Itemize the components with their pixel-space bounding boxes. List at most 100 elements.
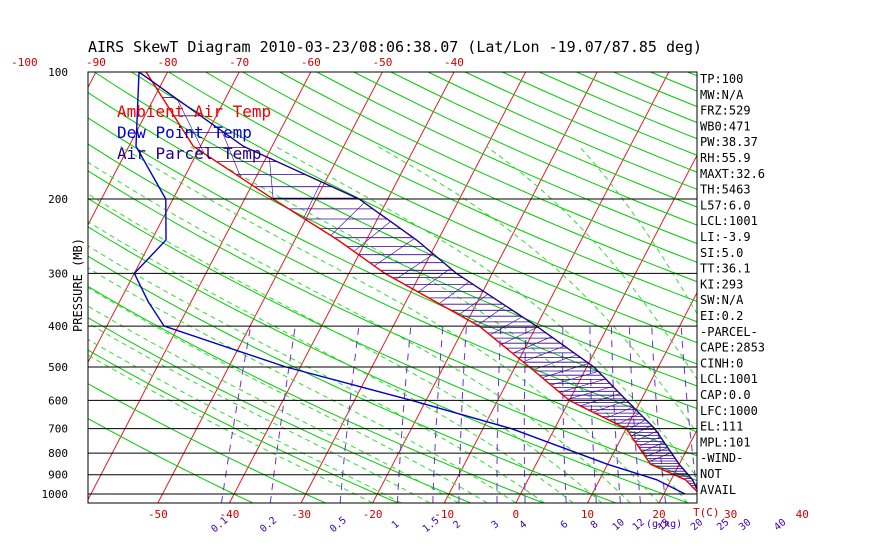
pressure-tick-label: 200 bbox=[48, 193, 68, 206]
mixing-ratio-line bbox=[562, 326, 567, 503]
mixing-ratio-line bbox=[523, 326, 527, 503]
hatch-line bbox=[617, 413, 640, 425]
pressure-tick-label: 800 bbox=[48, 447, 68, 460]
dry-adiabat-line bbox=[390, 72, 697, 208]
index-entry: MAXT:32.6 bbox=[700, 167, 765, 181]
top-temp-tick-label: -60 bbox=[301, 56, 321, 69]
index-entry: TH:5463 bbox=[700, 183, 751, 197]
pressure-tick-label: 500 bbox=[48, 361, 68, 374]
dry-adiabat-line bbox=[168, 72, 697, 323]
mixing-ratio-label: 40 bbox=[772, 517, 788, 533]
hatch-line bbox=[605, 406, 634, 419]
hatch-line bbox=[353, 221, 391, 252]
y-axis-label: PRESSURE (MB) bbox=[71, 238, 85, 332]
hatch-line bbox=[374, 238, 415, 267]
mixing-ratio-line bbox=[611, 326, 621, 503]
dry-adiabat-line bbox=[650, 72, 697, 92]
index-entry: SI:5.0 bbox=[700, 246, 743, 260]
hatch-line bbox=[522, 345, 565, 363]
hatch-line bbox=[559, 378, 606, 393]
dry-adiabat-line bbox=[94, 72, 697, 365]
dry-adiabat-line bbox=[88, 197, 697, 482]
isotherm-line bbox=[228, 72, 455, 503]
index-entry: SW:N/A bbox=[700, 293, 744, 307]
hatch-line bbox=[417, 268, 451, 293]
hatch-line bbox=[395, 253, 434, 280]
hatch-line bbox=[458, 293, 489, 316]
top-temp-tick-label: -70 bbox=[229, 56, 249, 69]
mixing-ratio-label: 0.2 bbox=[258, 515, 279, 535]
mixing-ratio-line bbox=[432, 326, 444, 503]
mixing-ratio-line bbox=[221, 326, 252, 503]
index-entry: RH:55.9 bbox=[700, 151, 751, 165]
dry-adiabat-line bbox=[88, 417, 254, 503]
index-entry: LFC:1000 bbox=[700, 404, 758, 418]
dry-adiabat-line bbox=[131, 72, 697, 344]
mixing-ratio-line bbox=[396, 326, 412, 503]
top-temp-tick-label: -40 bbox=[444, 56, 464, 69]
pressure-tick-label: 300 bbox=[48, 267, 68, 280]
bottom-temp-tick-label: -50 bbox=[148, 508, 168, 521]
hatch-line bbox=[580, 393, 620, 407]
isotherm-line bbox=[372, 72, 598, 503]
mixing-unit-label: (g/kg) bbox=[646, 519, 682, 530]
hatch-line bbox=[330, 202, 365, 236]
mixing-ratio-label: 6 bbox=[559, 519, 571, 531]
parcel-line bbox=[138, 72, 697, 491]
mixing-ratio-label: 10 bbox=[611, 517, 627, 533]
hatch-line bbox=[542, 363, 589, 378]
moist-adiabat-line bbox=[120, 145, 660, 503]
plot-border bbox=[87, 71, 698, 504]
chart-title: AIRS SkewT Diagram 2010-03-23/08:06:38.0… bbox=[88, 38, 702, 56]
legend-parcel: Air Parcel Temp bbox=[117, 144, 262, 163]
hatch-line bbox=[501, 326, 538, 345]
mixing-ratio-line bbox=[269, 326, 296, 503]
index-entry: EL:111 bbox=[700, 420, 743, 434]
legend-dewpoint: Dew Point Temp bbox=[117, 123, 252, 142]
mixing-ratio-label: 0.5 bbox=[328, 515, 349, 535]
hatch-line bbox=[477, 305, 506, 326]
hatch-line bbox=[551, 371, 599, 386]
dry-adiabat-line bbox=[88, 117, 697, 410]
index-entry: CAP:0.0 bbox=[700, 388, 751, 402]
top-temp-tick-label: -100 bbox=[11, 56, 38, 69]
isotherm-line bbox=[88, 72, 169, 226]
hatch-line bbox=[438, 281, 470, 304]
legend: Ambient Air Temp Dew Point Temp Air Parc… bbox=[117, 102, 271, 163]
mixing-ratio-label: 1 bbox=[390, 519, 402, 531]
index-entry: NOT bbox=[700, 467, 722, 481]
pressure-tick-label: 600 bbox=[48, 394, 68, 407]
dry-adiabat-line bbox=[464, 72, 697, 173]
index-entry: LCL:1001 bbox=[700, 372, 758, 386]
dry-adiabat-line bbox=[88, 383, 326, 503]
index-entry: -PARCEL- bbox=[700, 325, 758, 339]
index-entry: L57:6.0 bbox=[700, 198, 751, 212]
hatch-line bbox=[648, 452, 672, 462]
dry-adiabat-line bbox=[88, 170, 697, 457]
hatch-line bbox=[567, 386, 613, 400]
index-entry: CINH:0 bbox=[700, 356, 743, 370]
moist-adiabat-line bbox=[88, 220, 574, 503]
index-entry: CAPE:2853 bbox=[700, 341, 765, 355]
plot-frame bbox=[87, 71, 698, 504]
mixing-ratio-line bbox=[496, 326, 502, 503]
ambient-temp-line bbox=[145, 72, 697, 493]
mixing-ratio-label: 3 bbox=[490, 519, 502, 531]
moist-adiabat-line bbox=[377, 145, 697, 434]
isotherm-line bbox=[88, 72, 312, 501]
dry-adiabat-line bbox=[88, 255, 617, 503]
mixing-ratio-line bbox=[680, 326, 697, 495]
hatch-line bbox=[641, 442, 665, 453]
bottom-temp-tick-label: -30 bbox=[291, 508, 311, 521]
mixing-ratio-label: 12 bbox=[631, 517, 647, 533]
bottom-temp-tick-label: 0 bbox=[513, 508, 520, 521]
mixing-ratio-line bbox=[589, 326, 597, 503]
mixing-ratio-label: 8 bbox=[589, 519, 601, 531]
isotherm-line bbox=[300, 72, 527, 503]
index-entry: WB0:471 bbox=[700, 119, 751, 133]
isotherm-line bbox=[157, 72, 383, 503]
pressure-tick-label: 1000 bbox=[42, 488, 69, 501]
cape-hatch bbox=[162, 97, 697, 491]
